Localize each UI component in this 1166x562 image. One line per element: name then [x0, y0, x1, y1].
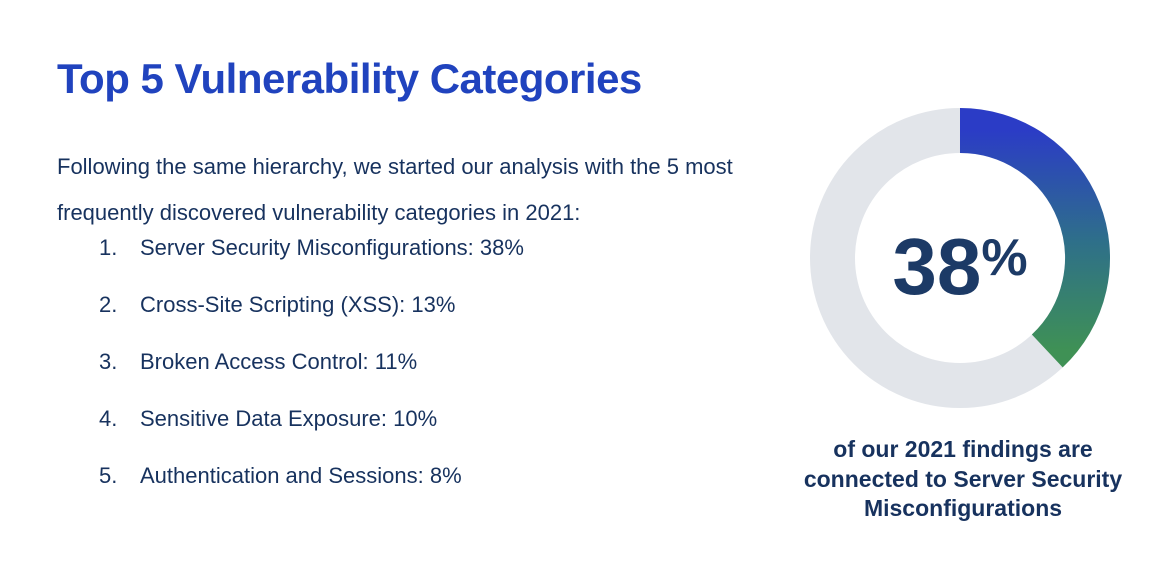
percent-sign: % [981, 229, 1028, 287]
intro-line-2: frequently discovered vulnerability cate… [57, 200, 581, 225]
donut-svg [810, 108, 1110, 408]
donut-center-value: 38% [800, 218, 1120, 307]
list-item-label: Authentication and Sessions: 8% [140, 463, 462, 488]
list-item: 1. Server Security Misconfigurations: 38… [99, 234, 524, 262]
list-item-label: Broken Access Control: 11% [140, 349, 418, 374]
vulnerability-list: 1. Server Security Misconfigurations: 38… [99, 234, 524, 490]
donut-chart [800, 98, 1120, 418]
donut-caption-line-3: Misconfigurations [863, 495, 1063, 521]
donut-caption-line-1: of our 2021 findings are [833, 436, 1093, 462]
donut-arc-38-percent [959, 108, 1110, 368]
intro-line-1: Following the same hierarchy, we started… [57, 154, 733, 179]
intro-paragraph: Following the same hierarchy, we started… [57, 144, 733, 236]
list-item-number: 5. [99, 463, 118, 488]
list-item-label: Cross-Site Scripting (XSS): 13% [140, 292, 456, 317]
list-item-number: 1. [99, 235, 118, 260]
list-item-number: 4. [99, 406, 118, 431]
donut-caption: of our 2021 findings are connected to Se… [780, 435, 1146, 524]
list-item-number: 3. [99, 349, 118, 374]
list-item: 5. Authentication and Sessions: 8% [99, 462, 524, 490]
list-item: 2. Cross-Site Scripting (XSS): 13% [99, 291, 524, 319]
donut-caption-line-2: connected to Server Security [803, 465, 1123, 492]
list-item: 4. Sensitive Data Exposure: 10% [99, 405, 524, 433]
donut-value-number: 38 [892, 222, 982, 311]
list-item: 3. Broken Access Control: 11% [99, 348, 524, 376]
list-item-label: Server Security Misconfigurations: 38% [140, 235, 524, 260]
list-item-label: Sensitive Data Exposure: 10% [140, 406, 438, 431]
page-title: Top 5 Vulnerability Categories [57, 55, 642, 103]
list-item-number: 2. [99, 292, 118, 317]
